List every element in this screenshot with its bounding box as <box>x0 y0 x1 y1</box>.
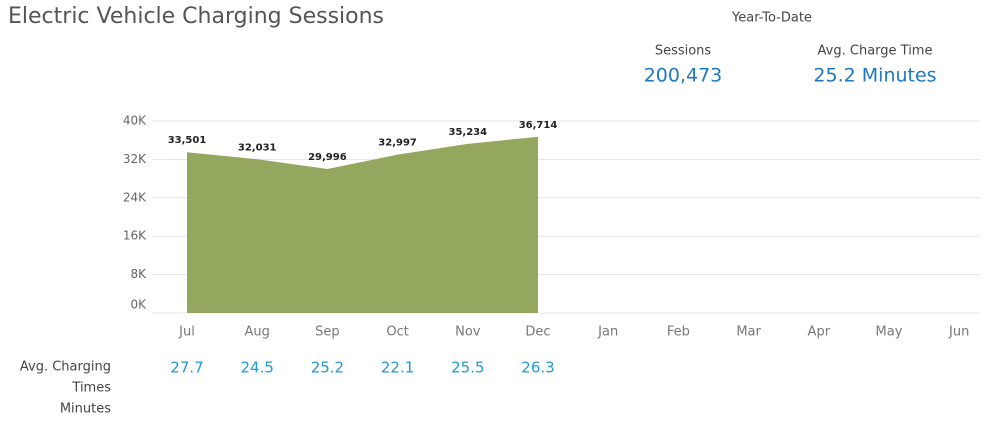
avg-value: 25.5 <box>451 359 484 377</box>
x-tick-label: May <box>876 325 903 340</box>
x-tick-label: Feb <box>667 325 690 340</box>
kpi-label: Sessions <box>655 44 712 59</box>
y-tick-label: 16K <box>123 229 147 243</box>
chart-title: Electric Vehicle Charging Sessions <box>8 4 384 29</box>
data-label: 29,996 <box>308 152 347 163</box>
kpi-label: Avg. Charge Time <box>818 44 933 59</box>
y-tick-label: 8K <box>130 267 147 281</box>
data-label: 32,031 <box>238 142 277 153</box>
y-tick-label: 32K <box>123 152 147 166</box>
y-tick-label: 40K <box>123 114 147 128</box>
row-label: Times <box>71 381 111 396</box>
y-tick-label: 24K <box>123 190 147 204</box>
avg-value: 26.3 <box>521 359 554 377</box>
x-tick-label: Sep <box>315 325 340 340</box>
kpi-value: 200,473 <box>644 65 723 87</box>
x-tick-label: Jan <box>597 325 618 340</box>
area <box>187 136 538 313</box>
data-label: 32,997 <box>378 138 417 149</box>
x-tick-label: Apr <box>808 325 831 340</box>
avg-value: 25.2 <box>311 359 344 377</box>
x-tick-label: Jun <box>948 325 969 340</box>
x-tick-label: Jul <box>178 325 195 340</box>
row-label: Avg. Charging <box>20 360 111 375</box>
kpi-heading: Year-To-Date <box>731 11 812 26</box>
data-label: 35,234 <box>449 127 488 138</box>
avg-value: 22.1 <box>381 359 414 377</box>
data-label: 33,501 <box>168 135 207 146</box>
x-tick-label: Dec <box>525 325 550 340</box>
kpi-value: 25.2 Minutes <box>813 65 936 87</box>
x-tick-label: Oct <box>386 325 408 340</box>
y-tick-label: 0K <box>130 298 147 312</box>
row-label: Minutes <box>60 402 111 417</box>
avg-value: 27.7 <box>170 359 203 377</box>
x-tick-label: Aug <box>245 325 270 340</box>
x-tick-label: Mar <box>736 325 761 340</box>
x-tick-label: Nov <box>455 325 481 340</box>
data-label: 36,714 <box>519 120 558 131</box>
avg-value: 24.5 <box>240 359 273 377</box>
